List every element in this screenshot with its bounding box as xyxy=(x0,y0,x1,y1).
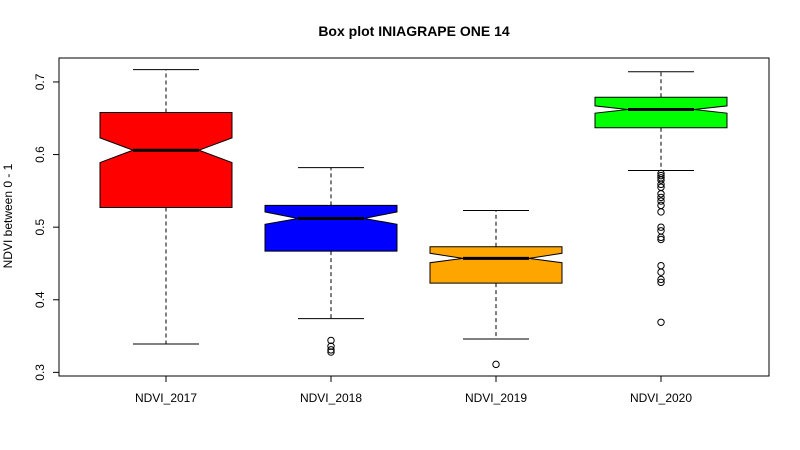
y-tick-label: 0.4 xyxy=(33,291,47,308)
box-NDVI_2018 xyxy=(264,204,398,252)
outlier-point xyxy=(657,278,665,287)
plot-frame xyxy=(58,57,770,377)
box-NDVI_2020 xyxy=(594,96,728,129)
outlier-point xyxy=(657,193,665,202)
outlier-point xyxy=(327,346,335,354)
x-tick-label: NDVI_2018 xyxy=(300,391,362,405)
outlier-point xyxy=(657,176,665,184)
box-NDVI_2019 xyxy=(429,246,563,284)
outlier-point xyxy=(657,180,665,189)
outlier-point xyxy=(327,342,335,350)
outlier-point xyxy=(657,261,665,270)
outlier-point xyxy=(657,208,665,216)
outlier-point xyxy=(492,360,500,369)
y-tick-label: 0.5 xyxy=(33,219,47,236)
y-tick-label: 0.6 xyxy=(33,146,47,163)
outlier-point xyxy=(657,171,665,180)
outlier-point xyxy=(657,190,665,198)
outlier-point xyxy=(657,197,665,205)
outlier-point xyxy=(657,268,665,276)
outlier-point xyxy=(657,275,665,284)
outlier-point xyxy=(327,336,335,345)
y-tick-label: 0.7 xyxy=(33,73,47,90)
plot-area: 0.3 0.4 0.5 0.6 0.7 NDVI_2017 NDVI_2018 NDVI_20… xyxy=(33,57,770,405)
outlier-point xyxy=(657,223,665,231)
outlier-point xyxy=(657,318,665,326)
y-tick-label: 0.3 xyxy=(33,364,47,381)
x-tick-label: NDVI_2017 xyxy=(135,391,197,405)
outlier-point xyxy=(657,235,665,244)
box-NDVI_2017 xyxy=(99,111,233,209)
chart-title: Box plot INIAGRAPE ONE 14 xyxy=(318,23,510,39)
outlier-point xyxy=(657,201,665,210)
x-tick-label: NDVI_2019 xyxy=(465,391,527,405)
outlier-point xyxy=(327,348,335,356)
outlier-point xyxy=(657,233,665,242)
y-axis-label: NDVI between 0 - 1 xyxy=(1,163,15,268)
x-tick-label: NDVI_2020 xyxy=(630,391,692,405)
